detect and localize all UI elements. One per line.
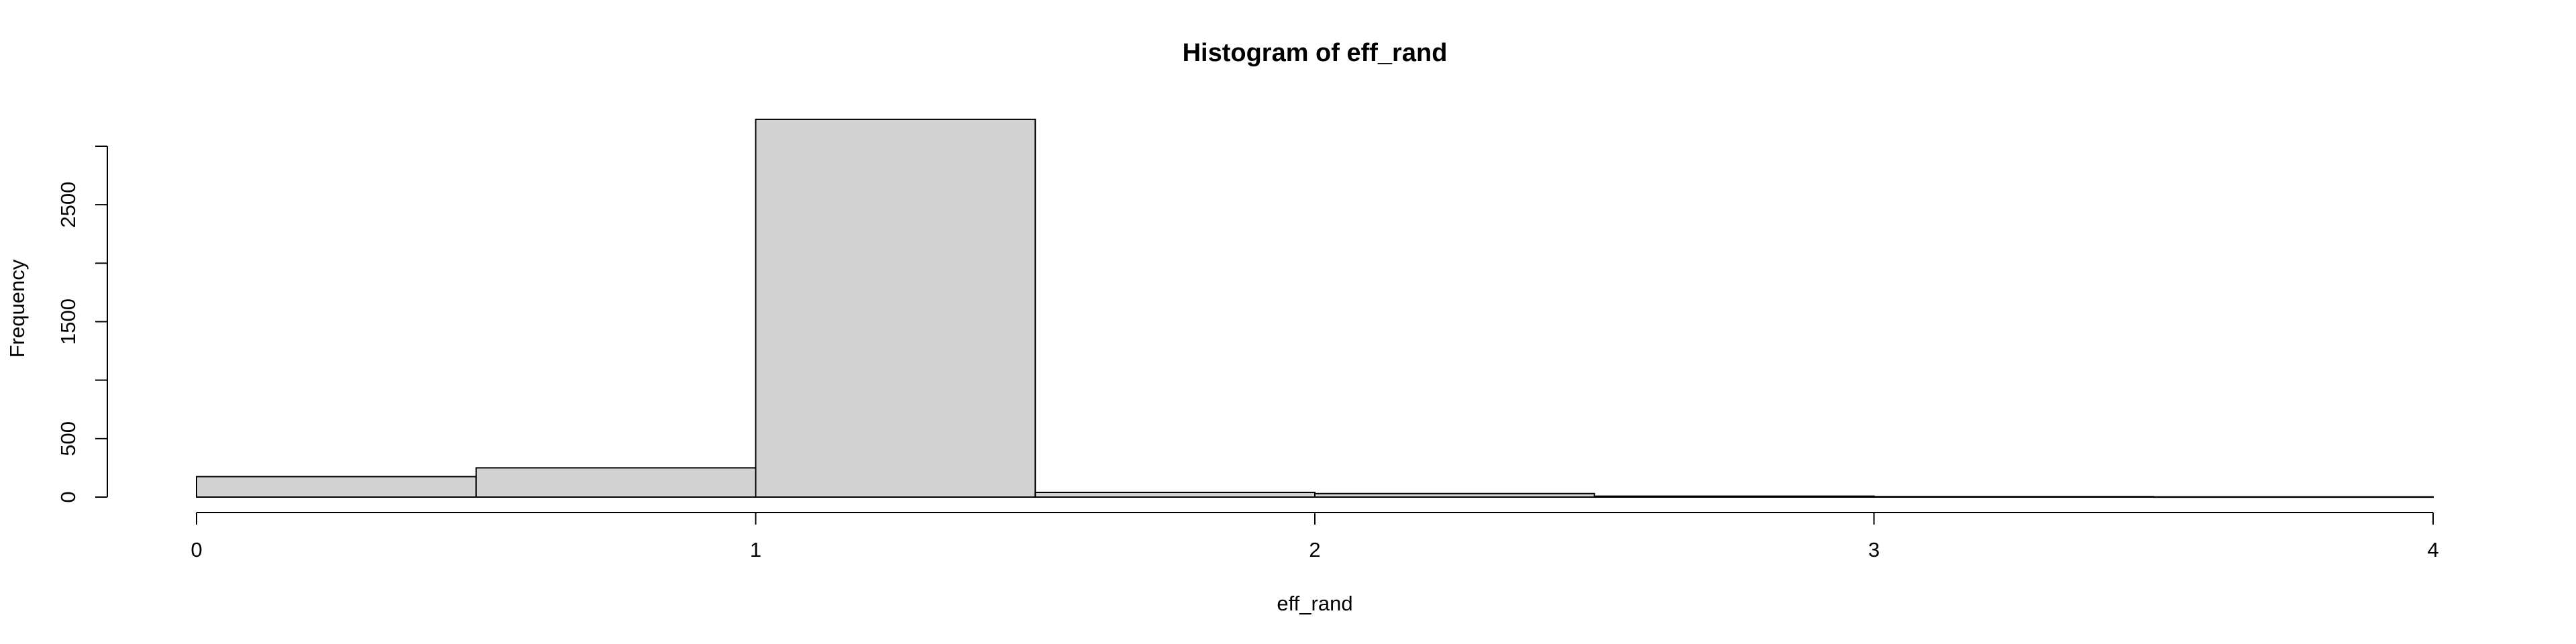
y-tick-label: 500 [56, 421, 80, 456]
y-tick-label: 2500 [56, 182, 80, 228]
histogram-bar-2 [755, 118, 1036, 498]
histogram-bar-7 [2153, 496, 2434, 498]
histogram-bar-3 [1034, 492, 1316, 498]
y-axis: 0 500 1500 2500 [56, 146, 108, 503]
x-axis-label: eff_rand [1277, 592, 1352, 615]
histogram-bar-1 [475, 467, 757, 498]
bars-group [196, 118, 2434, 498]
histogram-bar-4 [1314, 492, 1595, 498]
x-tick-label: 0 [191, 538, 202, 561]
y-tick-label: 1500 [56, 299, 80, 345]
histogram-bar-5 [1593, 495, 1875, 498]
histogram-bar-6 [1873, 496, 2155, 498]
y-axis-label: Frequency [5, 259, 29, 358]
x-tick-label: 3 [1868, 538, 1880, 561]
chart-title: Histogram of eff_rand [1183, 39, 1448, 67]
x-tick-label: 2 [1309, 538, 1320, 561]
y-tick-label: 0 [56, 491, 80, 502]
histogram-bar-0 [196, 476, 477, 498]
x-tick-label: 4 [2427, 538, 2438, 561]
x-tick-label: 1 [750, 538, 761, 561]
x-axis: 0 1 2 3 4 [191, 512, 2439, 561]
